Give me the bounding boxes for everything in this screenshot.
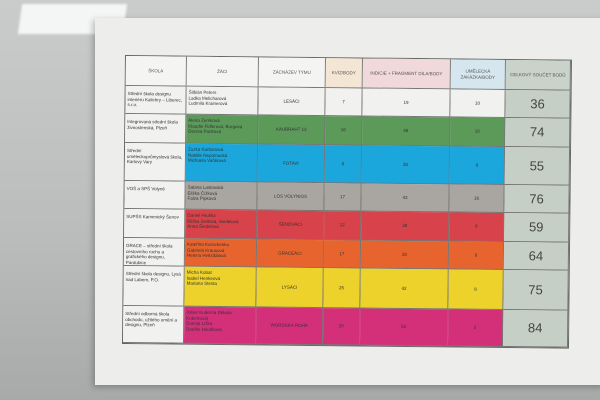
cell-quiz: 16: [325, 116, 363, 146]
cell-team: KAUBRAHT 13: [258, 115, 326, 146]
cell-students: Sabina Lastovská Eliška Čížková Falza Pí…: [185, 181, 258, 211]
cell-school: VOŠ a SPŠ Volyně: [124, 181, 186, 210]
cell-school: Střední škola designu interiéru Kalichry…: [125, 86, 187, 115]
header-clues: INDICIE + FRAGMENT DÍLA/BODY: [362, 58, 451, 90]
cell-clues: 43: [361, 183, 450, 213]
cell-students: Kateřina Kurochenko Gabriela Krausová He…: [184, 238, 258, 268]
header-art: UMĚLECKÁ ZAKÁZKA/BODY: [450, 59, 506, 90]
cell-students: Micha Kobat Isabel Henkeová Mariana Stes…: [184, 266, 257, 308]
cell-school: Střední uměleckoprůmyslová škola, Karlov…: [124, 143, 187, 182]
cell-art: 9: [449, 146, 506, 185]
cell-quiz: 17: [324, 183, 362, 212]
cell-school: Integrovaná střední škola živnostenská, …: [125, 114, 187, 144]
cell-total: 84: [502, 309, 569, 348]
cell-team: GRACEÁCI: [256, 239, 325, 269]
cell-team: ŠENOVÁCI: [257, 210, 325, 241]
cell-art: 9: [448, 241, 505, 270]
cell-school: SUPŠS Kamenický Šenov: [124, 209, 186, 239]
cell-clues: 48: [362, 116, 451, 147]
cell-team: FOTAVI: [257, 144, 326, 184]
header-total: CELKOVÝ SOUČET BODŮ: [505, 59, 571, 91]
cell-total: 64: [503, 241, 570, 271]
cell-total: 74: [505, 117, 571, 148]
cell-quiz: 25: [323, 268, 361, 309]
cell-art: 10: [450, 117, 506, 147]
cell-students: Šilbián Peters Ladka Melicharová Ludmila…: [186, 86, 259, 116]
header-team: ZÁCNÁZEV TÝMU: [258, 57, 326, 89]
cell-students: Alena Zemková Klaudie Fidlerová, Burgová…: [186, 114, 259, 145]
cell-art: 8: [448, 269, 504, 310]
cell-team: WORDSKA ROHA: [255, 307, 324, 346]
header-students: ŽÁCI: [186, 56, 259, 88]
header-quiz: KVÍZ/BODY: [325, 58, 363, 89]
cell-clues: 42: [360, 268, 449, 310]
cell-school: Střední škola designu, Lysá nad Labem, P…: [123, 265, 185, 307]
cell-total: 76: [504, 184, 570, 214]
cell-clues: 53: [359, 308, 449, 347]
cell-team: LESÁCI: [258, 87, 326, 117]
cell-quiz: 29: [322, 308, 361, 346]
cell-total: 75: [503, 269, 569, 311]
cell-quiz: 7: [325, 88, 363, 117]
cell-team: LOS VOLYNIOS: [257, 182, 325, 212]
cell-art: 10: [450, 89, 506, 118]
cell-clues: 19: [362, 88, 451, 118]
cell-quiz: 12: [324, 211, 362, 241]
cell-clues: 38: [361, 145, 451, 185]
cell-school: GRACE – střední škola cestovního ruchu a…: [123, 238, 186, 267]
cell-art: 9: [449, 212, 505, 242]
cell-school: Střední odborná škola obchodu, užitého u…: [122, 305, 185, 344]
cell-total: 55: [504, 146, 571, 186]
header-school: ŠKOLA: [125, 56, 187, 87]
cell-team: LYSÁCI: [256, 267, 324, 309]
cell-art: 16: [449, 184, 505, 213]
cell-students: Daniel Hruška Eliška Sinilová, Seidelová…: [185, 209, 258, 240]
cell-clues: 38: [361, 211, 450, 242]
cell-clues: 38: [360, 240, 450, 270]
results-table: ŠKOLA ŽÁCI ZÁCNÁZEV TÝMU KVÍZ/BODY INDICIE +…: [121, 55, 572, 349]
cell-quiz: 8: [324, 145, 363, 184]
cell-art: 2: [447, 309, 504, 347]
cell-total: 36: [505, 89, 571, 119]
cell-students: Julian Kuderna (Nikola Kubertová) Duenja…: [183, 306, 257, 345]
cell-total: 59: [504, 212, 570, 243]
cell-quiz: 17: [323, 240, 362, 269]
cell-students: Zuzka Karbanová Natálie Nepomucká Michae…: [185, 143, 259, 183]
